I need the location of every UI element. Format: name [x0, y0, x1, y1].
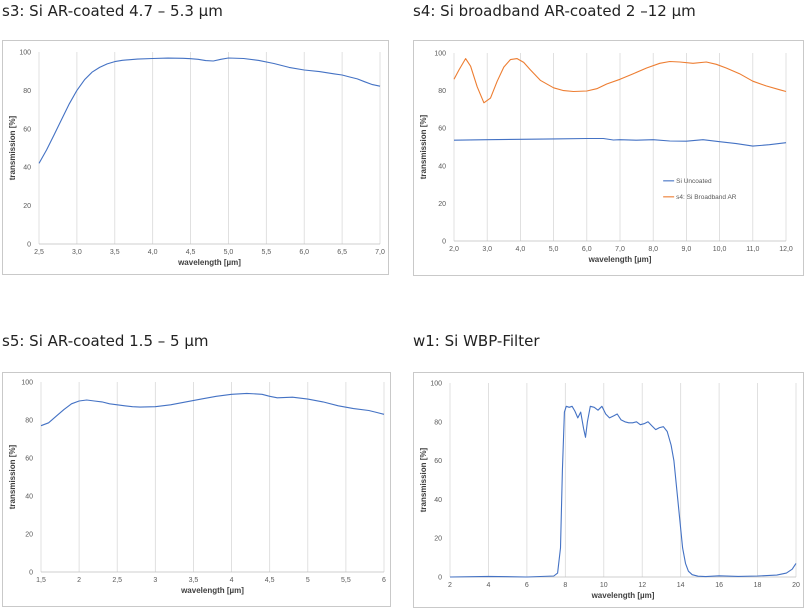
x-axis-title: wavelength [µm]	[591, 591, 655, 600]
x-tick-label: 10,0	[713, 246, 727, 253]
x-tick-label: 2	[448, 582, 452, 589]
x-tick-label: 12	[638, 582, 646, 589]
y-tick-label: 60	[438, 126, 446, 133]
x-tick-label: 20	[792, 582, 800, 589]
series-line	[40, 392, 385, 427]
x-tick-label: 8,0	[648, 246, 658, 253]
y-tick-label: 0	[438, 575, 442, 582]
x-tick-label: 5,0	[224, 249, 234, 256]
x-tick-label: 2	[77, 577, 81, 584]
x-tick-label: 3	[153, 577, 157, 584]
chart-title-w1: w1: Si WBP-Filter	[413, 332, 540, 350]
y-tick-label: 60	[434, 458, 442, 465]
x-tick-label: 4,5	[265, 577, 275, 584]
x-tick-label: 3,5	[189, 577, 199, 584]
y-tick-label: 20	[438, 201, 446, 208]
series-line	[38, 57, 381, 164]
x-tick-label: 4,0	[516, 246, 526, 253]
x-tick-label: 1,5	[36, 577, 46, 584]
y-tick-label: 40	[23, 165, 31, 172]
x-tick-label: 3,0	[72, 249, 82, 256]
x-tick-label: 6,5	[337, 249, 347, 256]
series-line	[453, 137, 787, 147]
y-tick-label: 40	[25, 494, 33, 501]
x-axis-title: wavelength [µm]	[177, 258, 241, 267]
x-tick-label: 7,0	[375, 249, 385, 256]
chart-title-s5: s5: Si AR-coated 1.5 – 5 µm	[2, 332, 209, 350]
chart-title-s3: s3: Si AR-coated 4.7 – 5.3 µm	[2, 2, 223, 20]
x-tick-label: 2,5	[112, 577, 122, 584]
x-tick-label: 6	[525, 582, 529, 589]
y-axis-title: transmission [%]	[8, 444, 17, 509]
x-tick-label: 10	[600, 582, 608, 589]
y-tick-label: 20	[23, 203, 31, 210]
series-line	[453, 58, 787, 104]
chart-panel-w1: 2 4 6 8 10 12 14 16 18 20 0 20 40 60 80 100 wavelength […	[413, 372, 804, 608]
y-tick-label: 80	[25, 418, 33, 425]
y-tick-label: 80	[438, 88, 446, 95]
y-tick-label: 100	[434, 51, 446, 58]
chart-panel-s3: 2,5 3,0 3,5 4,0 4,5 5,0 5,5 6,0 6,5 7,0 0 20 40 60 80 1…	[2, 40, 389, 275]
x-tick-label: 4,0	[148, 249, 158, 256]
y-tick-label: 60	[23, 126, 31, 133]
x-tick-label: 9,0	[682, 246, 692, 253]
y-axis-title: transmission [%]	[419, 447, 428, 512]
y-tick-label: 100	[19, 50, 31, 57]
y-tick-label: 80	[23, 88, 31, 95]
y-tick-label: 20	[25, 532, 33, 539]
chart-svg-s5: 1,5 2 2,5 3 3,5 4 4,5 5 5,5 6020406080100waveleng…	[8, 380, 386, 596]
x-tick-label: 5,5	[341, 577, 351, 584]
y-tick-label: 40	[438, 163, 446, 170]
chart-title-s4: s4: Si broadband AR-coated 2 –12 µm	[413, 2, 696, 20]
x-axis-title: wavelength [µm]	[180, 586, 244, 595]
x-tick-label: 5	[306, 577, 310, 584]
y-tick-label: 0	[27, 242, 31, 249]
x-tick-label: 3,0	[482, 246, 492, 253]
x-tick-label: 4	[486, 582, 490, 589]
x-tick-label: 6,0	[582, 246, 592, 253]
y-tick-label: 0	[442, 239, 446, 246]
y-axis-title: transmission [%]	[8, 115, 17, 180]
y-axis-title: transmission [%]	[419, 114, 428, 179]
x-tick-label: 6	[382, 577, 386, 584]
x-tick-label: 5,5	[261, 249, 271, 256]
y-tick-label: 100	[430, 381, 442, 388]
x-tick-label: 3,5	[110, 249, 120, 256]
x-tick-label: 11,0	[746, 246, 759, 253]
y-tick-label: 40	[434, 497, 442, 504]
y-tick-label: 80	[434, 419, 442, 426]
x-tick-label: 8	[563, 582, 567, 589]
x-tick-label: 14	[677, 582, 685, 589]
y-tick-label: 100	[21, 380, 33, 387]
chart-panel-s5: 1,5 2 2,5 3 3,5 4 4,5 5 5,5 6 0 20 40 60 80 100 waveleng…	[2, 372, 391, 607]
chart-svg-s4: 2,0 3,0 4,0 5,0 6,0 7,0 8,0 9,0 10,0 11,0 12,0 0 20 4…	[419, 51, 793, 265]
x-tick-label: 12,0	[779, 246, 793, 253]
x-tick-label: 4,5	[186, 249, 196, 256]
y-tick-label: 60	[25, 456, 33, 463]
y-tick-label: 20	[434, 536, 442, 543]
x-tick-label: 18	[754, 582, 762, 589]
x-tick-label: 16	[715, 582, 723, 589]
y-tick-label: 0	[29, 570, 33, 577]
x-tick-label: 6,0	[299, 249, 309, 256]
x-tick-label: 5,0	[549, 246, 559, 253]
x-axis-title: wavelength [µm]	[588, 255, 652, 264]
chart-svg-w1: 2 4 6 8 10 12 14 16 18 20 0 20 40 60 80 100 wavelength […	[419, 381, 800, 601]
x-tick-label: 2,5	[34, 249, 44, 256]
series-line	[449, 405, 797, 578]
x-tick-label: 7,0	[615, 246, 625, 253]
chart-panel-s4: 2,0 3,0 4,0 5,0 6,0 7,0 8,0 9,0 10,0 11,0 12,0 0 20 4…	[413, 40, 804, 276]
x-tick-label: 4	[230, 577, 234, 584]
legend-label: s4: Si Broadband AR	[676, 194, 737, 201]
x-tick-label: 2,0	[449, 246, 459, 253]
legend-label: Si Uncoated	[676, 178, 712, 185]
chart-svg-s3: 2,5 3,0 3,5 4,0 4,5 5,0 5,5 6,0 6,5 7,0 0 20 40 60 80 1…	[8, 50, 385, 268]
